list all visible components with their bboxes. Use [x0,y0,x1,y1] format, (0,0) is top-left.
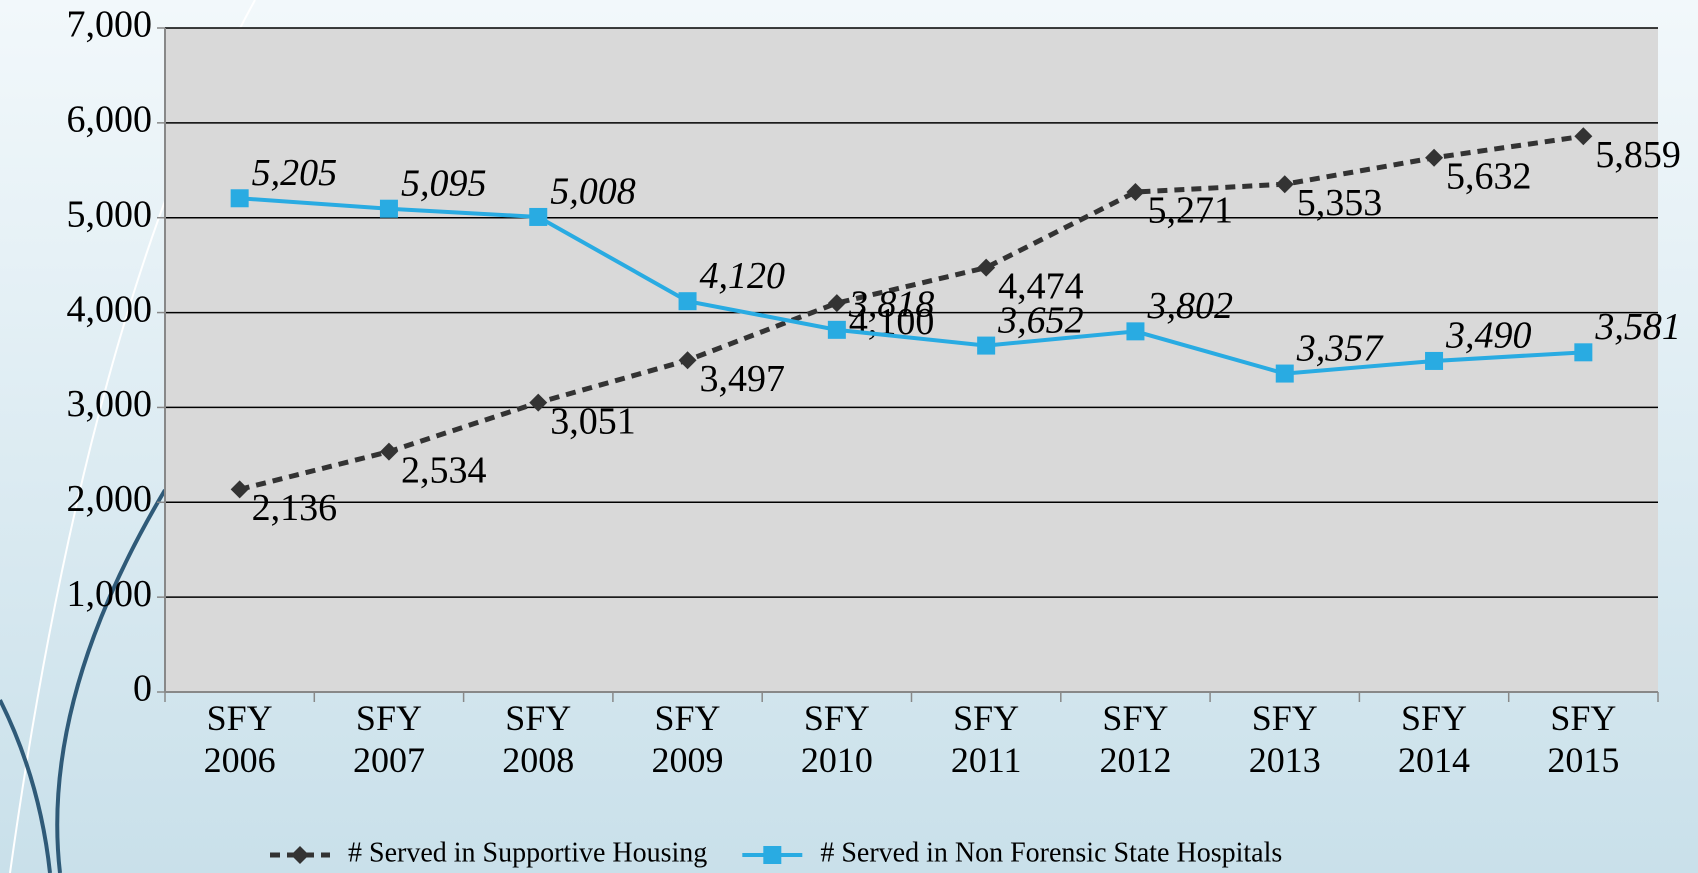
data-label: 5,095 [401,162,487,204]
marker [291,846,309,864]
marker [1574,127,1593,146]
marker [678,292,697,311]
marker [1574,343,1593,362]
data-label: 2,136 [252,487,338,529]
marker [529,207,548,226]
data-label: 3,357 [1296,327,1385,369]
data-label: 3,652 [997,299,1084,341]
data-label: 5,859 [1595,134,1681,176]
marker [977,258,996,277]
x-tick-label: SFY 2014 [1398,698,1470,780]
data-label: 3,818 [848,284,935,326]
x-tick-label: SFY 2010 [801,698,873,780]
series-line [239,133,1584,492]
data-label: 5,632 [1446,155,1532,197]
marker [977,336,996,355]
data-label: 3,802 [1146,285,1233,327]
marker [230,480,249,499]
data-label: 4,474 [998,265,1084,307]
legend-label: # Served in Supportive Housing [348,837,707,868]
data-label: 3,051 [550,400,636,442]
data-label: 5,353 [1297,182,1383,224]
y-tick-label: 0 [133,668,152,710]
marker [827,294,846,313]
data-label: 5,271 [1147,190,1233,232]
data-label: 3,490 [1445,315,1532,357]
marker [529,393,548,412]
x-tick-label: SFY 2015 [1547,698,1619,780]
marker [1425,148,1444,167]
y-tick-label: 4,000 [67,288,153,330]
x-tick-label: SFY 2008 [502,698,574,780]
marker [230,189,249,208]
x-tick-label: SFY 2009 [652,698,724,780]
x-tick-label: SFY 2013 [1249,698,1321,780]
marker [827,320,846,339]
x-tick-label: SFY 2006 [204,698,276,780]
decoration [55,488,167,873]
marker [379,442,398,461]
plot-area [165,28,1658,692]
data-label: 5,008 [550,171,636,213]
x-tick-label: SFY 2007 [353,698,425,780]
marker [678,351,697,370]
marker [763,846,782,864]
marker [1275,175,1294,194]
y-tick-label: 1,000 [67,573,153,615]
legend-label: # Served in Non Forensic State Hospitals [820,837,1282,868]
marker [1275,364,1294,383]
marker [1425,351,1444,370]
x-tick-label: SFY 2011 [951,698,1022,780]
decoration [0,699,52,873]
marker [1126,183,1145,202]
y-tick-label: 5,000 [67,193,153,235]
y-tick-label: 7,000 [67,4,153,46]
y-tick-label: 2,000 [67,478,153,520]
data-label: 2,534 [401,449,487,491]
data-label: 4,120 [700,255,786,297]
marker [1126,322,1145,341]
data-label: 5,205 [252,152,338,194]
marker [379,199,398,218]
series-line [239,196,1584,376]
y-tick-label: 6,000 [67,99,153,141]
y-tick-label: 3,000 [67,383,153,425]
x-tick-label: SFY 2012 [1099,698,1171,780]
data-label: 3,497 [700,358,786,400]
data-label: 3,581 [1594,306,1681,348]
